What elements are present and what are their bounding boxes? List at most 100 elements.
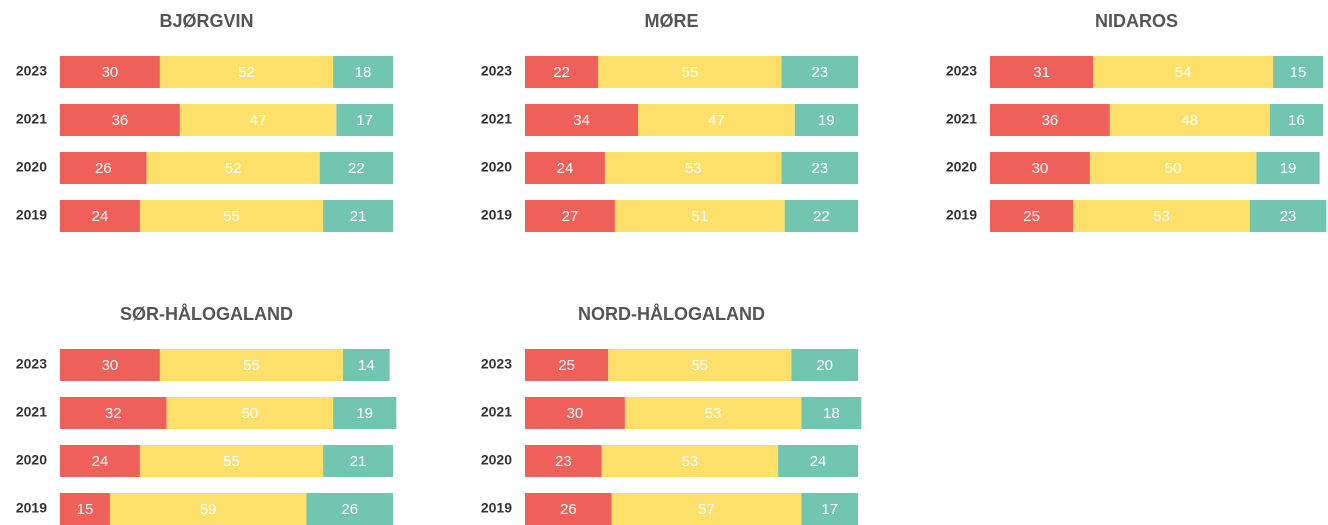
value-label: 22 xyxy=(553,64,570,81)
year-label: 2020 xyxy=(481,159,512,175)
bar-segment xyxy=(60,152,147,184)
bar-segment xyxy=(159,56,334,88)
bar-segment xyxy=(1273,56,1323,88)
value-label: 26 xyxy=(95,160,112,177)
bar-segment xyxy=(60,56,160,88)
year-label: 2019 xyxy=(16,207,47,223)
bar-segment xyxy=(525,56,599,88)
value-label: 26 xyxy=(341,501,358,518)
value-label: 15 xyxy=(1290,64,1307,81)
bar-segment xyxy=(791,349,858,381)
bar-segment xyxy=(1089,152,1257,184)
year-label: 2019 xyxy=(16,500,47,516)
value-label: 50 xyxy=(1165,160,1182,177)
value-label: 52 xyxy=(225,160,242,177)
bar-segment xyxy=(1093,56,1274,88)
bar-segment xyxy=(60,200,140,232)
value-label: 52 xyxy=(238,64,255,81)
bar-segment xyxy=(801,493,858,525)
bar-segment xyxy=(60,104,180,136)
bar-segment xyxy=(990,152,1090,184)
chart-title: NORD-HÅLOGALAND xyxy=(578,304,765,324)
value-label: 34 xyxy=(573,112,590,129)
value-label: 47 xyxy=(250,112,267,129)
bar-segment xyxy=(608,349,792,381)
year-label: 2020 xyxy=(946,159,977,175)
bar-segment xyxy=(801,397,862,429)
bar-segment xyxy=(525,493,612,525)
value-label: 25 xyxy=(558,357,575,374)
value-label: 22 xyxy=(813,208,830,225)
year-label: 2023 xyxy=(481,63,512,79)
value-label: 47 xyxy=(708,112,725,129)
value-label: 32 xyxy=(105,405,122,422)
value-label: 50 xyxy=(241,405,258,422)
chart-title: SØR-HÅLOGALAND xyxy=(120,304,293,324)
value-label: 30 xyxy=(1032,160,1049,177)
bar-segment xyxy=(525,152,605,184)
bar-segment xyxy=(525,200,615,232)
bar-segment xyxy=(784,200,858,232)
bar-segment xyxy=(778,445,858,477)
value-label: 55 xyxy=(681,64,698,81)
bar-segment xyxy=(333,56,393,88)
bar-segment xyxy=(60,397,167,429)
value-label: 36 xyxy=(112,112,129,129)
bar-segment xyxy=(525,349,609,381)
value-label: 23 xyxy=(811,160,828,177)
value-label: 18 xyxy=(355,64,372,81)
value-label: 23 xyxy=(1280,208,1297,225)
bar-segment xyxy=(333,397,397,429)
value-label: 30 xyxy=(567,405,584,422)
year-label: 2021 xyxy=(481,404,512,420)
bar-segment xyxy=(323,200,393,232)
bar-segment xyxy=(60,349,160,381)
bar-segment xyxy=(781,152,858,184)
value-label: 54 xyxy=(1175,64,1192,81)
bar-segment xyxy=(60,493,110,525)
value-label: 20 xyxy=(816,357,833,374)
value-label: 21 xyxy=(350,453,367,470)
year-label: 2021 xyxy=(946,111,977,127)
year-label: 2020 xyxy=(16,159,47,175)
bar-segment xyxy=(323,445,393,477)
year-label: 2023 xyxy=(16,356,47,372)
bar-segment xyxy=(598,56,782,88)
bar-segment xyxy=(990,200,1074,232)
chart-title: MØRE xyxy=(645,11,699,31)
year-label: 2019 xyxy=(481,207,512,223)
bar-segment xyxy=(306,493,393,525)
bar-segment xyxy=(638,104,795,136)
value-label: 55 xyxy=(223,453,240,470)
value-label: 22 xyxy=(348,160,365,177)
year-label: 2023 xyxy=(946,63,977,79)
value-label: 15 xyxy=(77,501,94,518)
bar-segment xyxy=(139,445,324,477)
value-label: 30 xyxy=(102,357,119,374)
bar-segment xyxy=(1073,200,1250,232)
year-label: 2021 xyxy=(16,111,47,127)
year-label: 2019 xyxy=(946,207,977,223)
bar-segment xyxy=(781,56,858,88)
value-label: 26 xyxy=(560,501,577,518)
year-label: 2021 xyxy=(16,404,47,420)
value-label: 55 xyxy=(223,208,240,225)
year-label: 2019 xyxy=(481,500,512,516)
value-label: 53 xyxy=(705,405,722,422)
bar-segment xyxy=(601,445,779,477)
bar-segment xyxy=(146,152,320,184)
value-label: 21 xyxy=(350,208,367,225)
bar-segment xyxy=(614,200,785,232)
bar-segment xyxy=(1109,104,1270,136)
bar-segment xyxy=(525,445,602,477)
value-label: 59 xyxy=(200,501,217,518)
value-label: 23 xyxy=(555,453,572,470)
year-label: 2023 xyxy=(481,356,512,372)
bar-segment xyxy=(990,104,1110,136)
chart-title: NIDAROS xyxy=(1095,11,1178,31)
value-label: 17 xyxy=(356,112,373,129)
value-label: 53 xyxy=(681,453,698,470)
year-label: 2023 xyxy=(16,63,47,79)
value-label: 30 xyxy=(102,64,119,81)
